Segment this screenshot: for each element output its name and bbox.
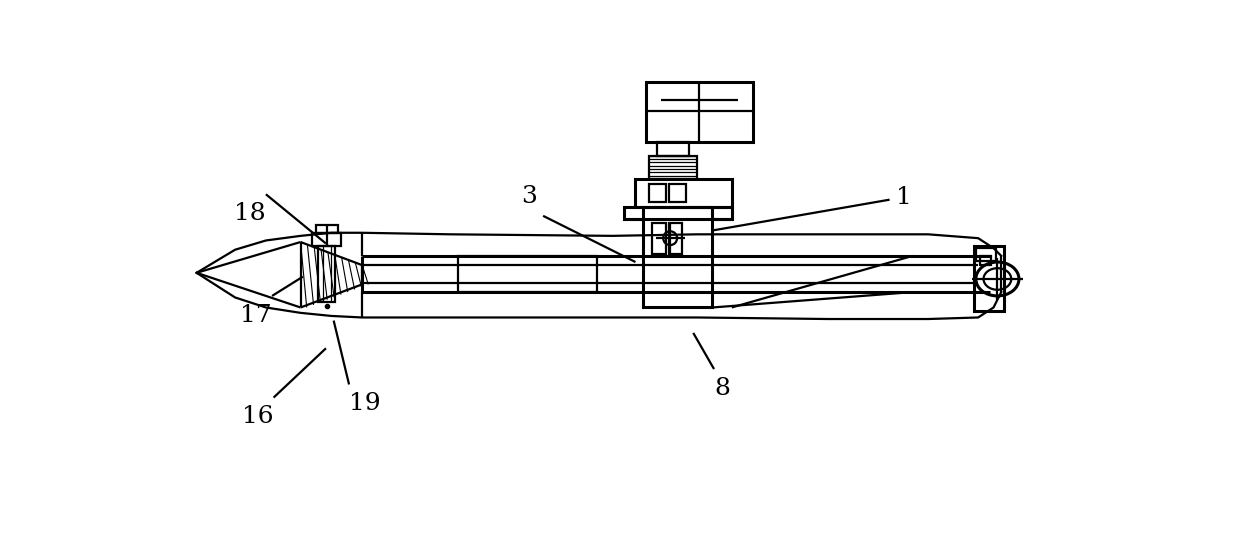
- Text: 19: 19: [350, 392, 381, 415]
- Bar: [650, 156, 697, 179]
- Bar: [981, 256, 991, 265]
- Text: 17: 17: [241, 304, 272, 327]
- Bar: [644, 207, 713, 307]
- Bar: [624, 207, 732, 219]
- Bar: [668, 223, 682, 254]
- Bar: [312, 233, 341, 246]
- Bar: [668, 184, 686, 202]
- Bar: [635, 179, 732, 207]
- Bar: [976, 248, 996, 261]
- Bar: [646, 82, 754, 142]
- Bar: [459, 256, 596, 292]
- Bar: [652, 223, 666, 254]
- Bar: [657, 142, 689, 156]
- Bar: [650, 184, 666, 202]
- Text: 3: 3: [521, 185, 537, 208]
- Text: 1: 1: [895, 186, 911, 209]
- Bar: [975, 246, 1003, 311]
- Bar: [319, 246, 335, 302]
- Text: 8: 8: [714, 377, 730, 400]
- Text: 16: 16: [242, 405, 274, 428]
- Text: 18: 18: [234, 202, 265, 225]
- Bar: [316, 225, 337, 233]
